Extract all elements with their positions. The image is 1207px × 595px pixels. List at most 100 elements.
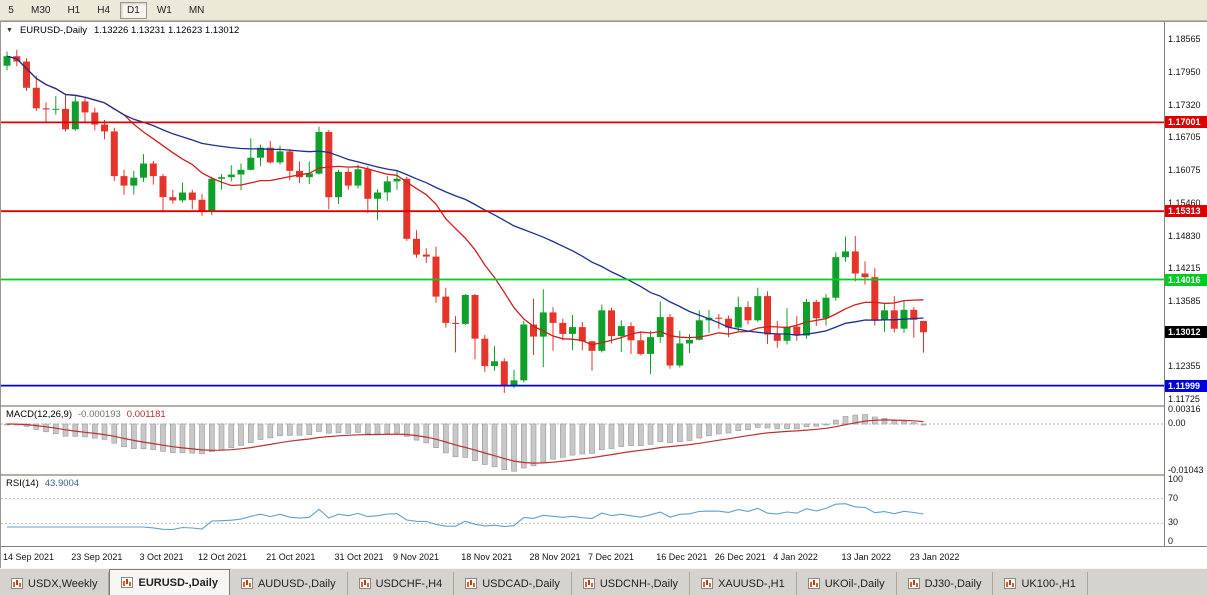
tab-usdx-weekly[interactable]: USDX,Weekly [0, 572, 110, 595]
tab-label: DJ30-,Daily [924, 577, 982, 590]
date-label: 23 Jan 2022 [909, 552, 960, 562]
price-pane[interactable]: ▼ EURUSD-,Daily 1.13226 1.13231 1.12623 … [1, 22, 1164, 405]
rsi-axis-label: 30 [1168, 517, 1179, 528]
price-axis-label: 1.17320 [1168, 99, 1201, 110]
candlestick-chart [1, 49, 1164, 393]
date-axis[interactable]: 14 Sep 2021 23 Sep 2021 3 Oct 2021 12 Oct 2… [1, 547, 1207, 568]
tab-label: EURUSD-,Daily [138, 576, 218, 589]
date-label: 7 Dec 2021 [588, 552, 635, 562]
rsi-axis-label: 70 [1168, 492, 1179, 503]
timeframe-toolbar: 5 M30 H1 H4 D1 W1 MN [0, 0, 1207, 21]
tab-eurusd-daily[interactable]: EURUSD-,Daily [109, 569, 230, 595]
tab-usdchf-h4[interactable]: USDCHF-,H4 [347, 572, 455, 595]
pane-divider[interactable] [1, 474, 1206, 476]
date-label: 3 Oct 2021 [139, 552, 184, 562]
chart-icon [358, 578, 371, 589]
chart-symbol: EURUSD-,Daily [19, 25, 87, 36]
date-label: 26 Dec 2021 [714, 552, 766, 562]
hline-price-tag: 1.11999 [1165, 379, 1207, 392]
rsi-axis-label: 0 [1168, 536, 1174, 546]
hline-price-tag: 1.17001 [1165, 116, 1207, 129]
date-label: 14 Sep 2021 [3, 552, 55, 562]
macd-value-signal: 0.001181 [126, 409, 166, 420]
macd-axis-label: -0.01043 [1168, 465, 1204, 476]
symbol-dropdown-icon[interactable]: ▼ [6, 27, 13, 34]
chart-window: ▼ EURUSD-,Daily 1.13226 1.13231 1.12623 … [0, 21, 1207, 568]
date-axis-border [1, 546, 1206, 547]
tab-dj30-daily[interactable]: DJ30-,Daily [896, 572, 994, 595]
chart-icon [240, 578, 253, 589]
date-label: 28 Nov 2021 [529, 552, 581, 562]
tab-audusd-daily[interactable]: AUDUSD-,Daily [229, 572, 348, 595]
hline-price-tag: 1.15313 [1165, 205, 1207, 218]
rsi-value: 43.9004 [44, 478, 80, 489]
date-label: 12 Oct 2021 [198, 552, 248, 562]
hline-price-tag: 1.14016 [1165, 273, 1207, 286]
timeframe-button-h4[interactable]: H4 [97, 4, 111, 16]
chart-icon [907, 578, 920, 589]
macd-axis-label: 0.00316 [1168, 404, 1201, 414]
macd-pane[interactable]: MACD(12,26,9) -0.000193 0.001181 [1, 407, 1164, 474]
rsi-label: RSI(14) 43.9004 [6, 478, 80, 489]
tab-usdcad-daily[interactable]: USDCAD-,Daily [454, 572, 572, 595]
tab-xauusd-h1[interactable]: XAUUSD-,H1 [690, 572, 797, 595]
price-axis-label: 1.15460 [1168, 197, 1201, 208]
timeframe-button-mn[interactable]: MN [188, 4, 205, 16]
rsi-title: RSI(14) [6, 478, 39, 489]
price-axis-label: 1.14830 [1168, 230, 1201, 241]
tab-label: UK100-,H1 [1021, 577, 1076, 590]
price-axis-label: 1.13585 [1168, 296, 1201, 307]
date-label: 31 Oct 2021 [334, 552, 384, 562]
tab-usdcnh-daily[interactable]: USDCNH-,Daily [571, 572, 691, 595]
price-axis-label: 1.17950 [1168, 66, 1201, 77]
tab-label: USDX,Weekly [28, 577, 98, 590]
date-label: 16 Dec 2021 [656, 552, 708, 562]
date-label: 4 Jan 2022 [773, 552, 818, 562]
date-label: 13 Jan 2022 [841, 552, 892, 562]
price-axis-label: 1.18565 [1168, 34, 1201, 45]
price-axis-label: 1.14215 [1168, 263, 1201, 273]
tab-ukoil-daily[interactable]: UKOil-,Daily [796, 572, 897, 595]
macd-axis-label: 0.00 [1168, 418, 1186, 428]
rsi-chart [1, 498, 1164, 531]
date-label: 23 Sep 2021 [71, 552, 123, 562]
macd-value-main: -0.000193 [78, 409, 121, 420]
price-axis-label: 1.12355 [1168, 360, 1201, 371]
timeframe-button-5[interactable]: 5 [8, 4, 14, 16]
macd-title: MACD(12,26,9) [6, 409, 72, 420]
macd-label: MACD(12,26,9) -0.000193 0.001181 [6, 409, 166, 420]
chart-ohlc: 1.13226 1.13231 1.12623 1.13012 [93, 25, 240, 36]
date-label: 9 Nov 2021 [393, 552, 440, 562]
chart-icon [465, 578, 478, 589]
timeframe-button-h1[interactable]: H1 [67, 4, 81, 16]
tab-label: XAUUSD-,H1 [718, 577, 785, 590]
date-label: 18 Nov 2021 [461, 552, 513, 562]
timeframe-button-w1[interactable]: W1 [156, 4, 172, 16]
chart-icon [807, 578, 820, 589]
price-scale[interactable]: 1.18565 1.17950 1.17320 1.16705 1.16075 1.154… [1164, 22, 1207, 546]
rsi-axis-label: 100 [1168, 474, 1184, 484]
current-price-tag: 1.13012 [1165, 326, 1207, 339]
chart-icon [11, 578, 23, 589]
chart-icon [121, 577, 134, 588]
tab-label: USDCHF-,H4 [375, 577, 443, 590]
chart-icon [1004, 578, 1017, 589]
tab-label: AUDUSD-,Daily [257, 577, 336, 590]
chart-title: ▼ EURUSD-,Daily 1.13226 1.13231 1.12623 … [6, 25, 240, 36]
date-label: 21 Oct 2021 [266, 552, 316, 562]
chart-icon [701, 578, 714, 589]
tab-uk100-h1[interactable]: UK100-,H1 [993, 572, 1088, 595]
timeframe-button-m30[interactable]: M30 [31, 4, 51, 16]
price-axis-label: 1.11725 [1168, 394, 1200, 404]
tab-label: USDCAD-,Daily [482, 577, 560, 590]
price-axis-label: 1.16705 [1168, 132, 1201, 142]
tab-label: UKOil-,Daily [824, 577, 885, 590]
rsi-pane[interactable]: RSI(14) 43.9004 [1, 476, 1164, 546]
chart-icon [582, 578, 595, 589]
tab-label: USDCNH-,Daily [599, 577, 679, 590]
price-axis-label: 1.16075 [1168, 165, 1201, 176]
chart-tabs: USDX,Weekly EURUSD-,Daily AUDUSD-,Daily USD… [0, 568, 1207, 595]
timeframe-button-d1[interactable]: D1 [120, 1, 147, 19]
pane-divider[interactable] [1, 405, 1206, 407]
